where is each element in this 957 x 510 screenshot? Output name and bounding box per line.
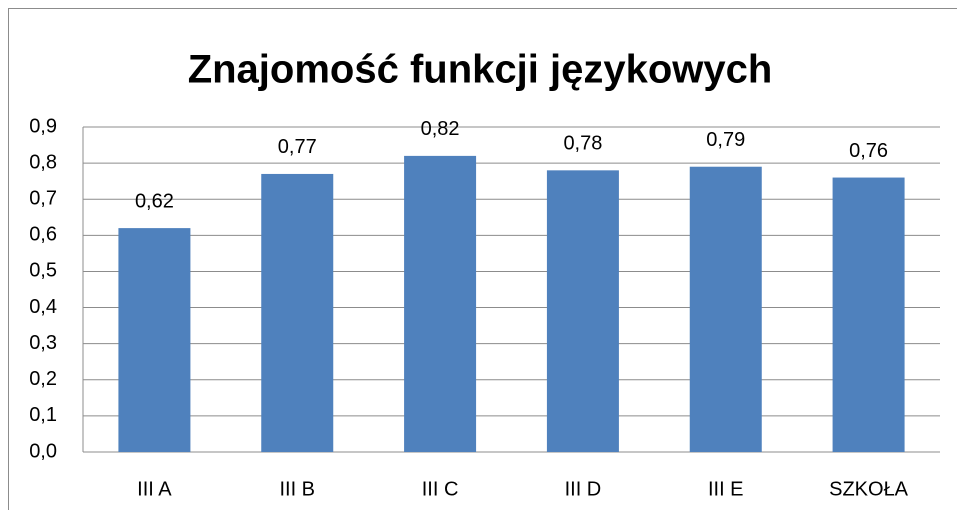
y-tick-label: 0,3	[29, 332, 57, 354]
x-tick-label: III C	[422, 478, 459, 500]
value-label: 0,78	[563, 133, 602, 155]
bar	[689, 166, 762, 452]
y-tick-label: 0,1	[29, 404, 57, 426]
chart-frame	[8, 8, 957, 510]
value-label: 0,82	[421, 118, 460, 140]
y-tick-label: 0,9	[29, 115, 57, 137]
bar	[832, 177, 905, 453]
bar	[404, 155, 477, 452]
value-label: 0,62	[135, 190, 174, 212]
chart-title: Znajomość funkcji językowych	[188, 48, 773, 92]
bar	[261, 173, 334, 452]
value-label: 0,76	[849, 140, 888, 162]
y-tick-label: 0,6	[29, 224, 57, 246]
y-tick-label: 0,5	[29, 260, 57, 282]
bar	[118, 228, 191, 452]
x-tick-label: III D	[565, 478, 602, 500]
x-tick-label: III B	[279, 478, 315, 500]
x-tick-label: III E	[708, 478, 744, 500]
value-label: 0,77	[278, 136, 317, 158]
y-tick-label: 0,4	[29, 296, 57, 318]
bar	[546, 170, 619, 453]
y-tick-label: 0,8	[29, 151, 57, 173]
y-tick-label: 0,0	[29, 440, 57, 462]
x-tick-label: III A	[137, 478, 172, 500]
y-tick-label: 0,7	[29, 188, 57, 210]
y-tick-label: 0,2	[29, 368, 57, 390]
value-label: 0,79	[706, 129, 745, 151]
x-tick-label: SZKOŁA	[829, 478, 909, 500]
